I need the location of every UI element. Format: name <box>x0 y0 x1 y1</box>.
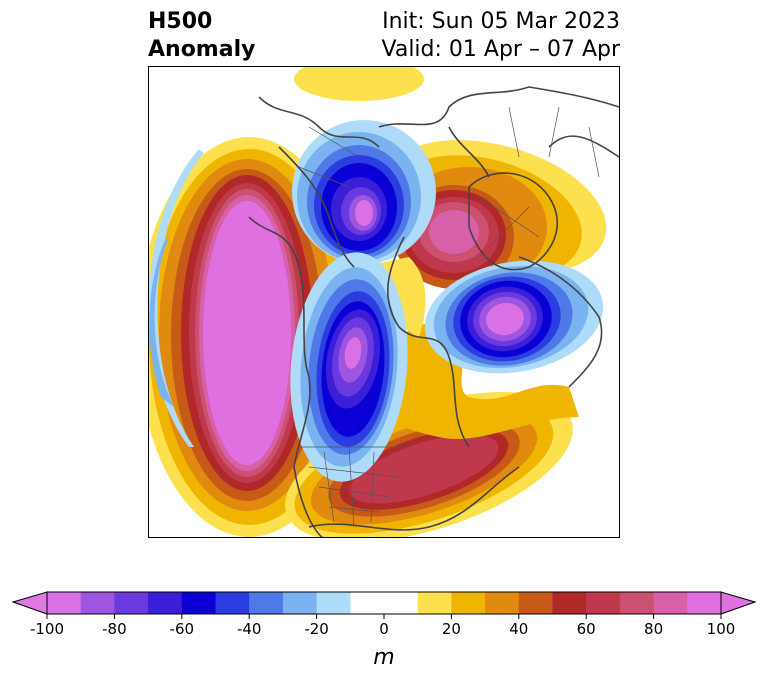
init-time: Init: Sun 05 Mar 2023 <box>382 9 620 34</box>
colorbar-box <box>114 592 149 614</box>
colorbar-boxes <box>47 592 722 614</box>
colorbar-tick-label: 40 <box>509 620 528 638</box>
colorbar-box <box>249 592 284 614</box>
north-canada-trough-contours <box>292 120 436 264</box>
colorbar-tick-label: 60 <box>577 620 596 638</box>
colorbar-tick-label: 0 <box>379 620 389 638</box>
colorbar-box <box>586 592 621 614</box>
colorbar-tick-label: -100 <box>30 620 64 638</box>
colorbar-box <box>451 592 486 614</box>
western-canada-trough-contours <box>290 252 408 482</box>
colorbar-tick-label: 80 <box>644 620 663 638</box>
colorbar-box <box>518 592 553 614</box>
title-line-1: H500 <box>148 9 213 34</box>
pacific-ridge-contours <box>149 137 361 537</box>
title-line-2: Anomaly <box>148 37 256 62</box>
colorbar-box <box>316 592 351 614</box>
map-title: H500 Anomaly <box>148 8 255 64</box>
scandinavia-trough-contours <box>424 260 604 374</box>
anomaly-map <box>148 66 620 538</box>
colorbar-box <box>417 592 452 614</box>
colorbar-box <box>619 592 655 614</box>
valid-time: Valid: 01 Apr – 07 Apr <box>381 37 621 62</box>
colorbar-box <box>47 592 82 614</box>
colorbar-tick-label: -60 <box>170 620 195 638</box>
colorbar-box <box>215 592 250 614</box>
forecast-times: Init: Sun 05 Mar 2023 Valid: 01 Apr – 07… <box>382 8 621 64</box>
arctic-positive <box>294 67 424 101</box>
coastlines <box>248 86 619 537</box>
colorbar: -100 -80 -60 -40 -20 0 20 40 60 80 100 <box>11 591 757 638</box>
colorbar-tick-label: -40 <box>237 620 262 638</box>
colorbar-ticks: -100 -80 -60 -40 -20 0 20 40 60 80 100 <box>30 614 735 638</box>
colorbar-tick-label: 100 <box>707 620 736 638</box>
colorbar-tick-label: -20 <box>304 620 329 638</box>
colorbar-over-arrow <box>720 591 757 615</box>
colorbar-box <box>653 592 688 614</box>
colorbar-tick-label: 20 <box>442 620 461 638</box>
colorbar-box <box>181 592 216 614</box>
political-borders <box>298 106 600 528</box>
map-canvas <box>149 67 619 537</box>
colorbar-tick-label: -80 <box>102 620 127 638</box>
colorbar-box <box>687 592 722 614</box>
colorbar-unit-label: m <box>373 645 395 670</box>
pacific-ridge-level-100 <box>203 201 291 465</box>
west-negative-arc-inner <box>149 237 174 407</box>
colorbar-box <box>80 592 115 614</box>
colorbar-box <box>282 592 318 614</box>
colorbar-box <box>350 592 385 614</box>
colorbar-box <box>384 592 419 614</box>
colorbar-box <box>485 592 520 614</box>
west-negative-arc <box>149 149 204 447</box>
colorbar-box <box>148 592 183 614</box>
colorbar-under-arrow <box>11 591 48 615</box>
colorbar-box <box>552 592 587 614</box>
